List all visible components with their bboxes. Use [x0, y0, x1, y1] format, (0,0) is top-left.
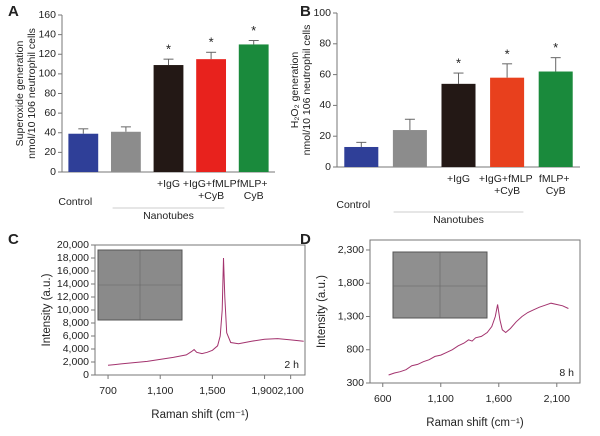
significance-mark: * — [251, 23, 256, 38]
annotation: 2 h — [284, 359, 299, 371]
x-tick-label: 2,100 — [278, 385, 304, 397]
x-tick-label: 1,100 — [147, 385, 173, 397]
y-tick-label: 20 — [44, 146, 56, 158]
y-tick-label: 140 — [38, 28, 56, 40]
y-tick-label: 100 — [38, 68, 56, 80]
y-tick-label: 18,000 — [57, 252, 89, 264]
y-tick-label: 0 — [83, 369, 89, 381]
x-tick-label: 1,900 — [251, 385, 277, 397]
bar — [68, 133, 99, 172]
x-tick-label: 1,100 — [428, 393, 454, 405]
x-axis-label: Raman shift (cm⁻¹) — [426, 417, 524, 429]
plot-frame — [94, 244, 306, 376]
bar — [490, 77, 525, 167]
x-tick-label: 1,600 — [486, 393, 512, 405]
significance-mark: * — [209, 35, 214, 50]
x-tick-label: +IgG+fMLP +CyB — [183, 178, 239, 202]
bar — [441, 83, 476, 167]
x-axis-label: Raman shift (cm⁻¹) — [151, 409, 249, 421]
group-label: Control — [58, 196, 92, 208]
x-tick-label: 1,500 — [199, 385, 225, 397]
x-tick-label: +IgG — [447, 173, 470, 185]
y-tick-label: 0 — [50, 166, 56, 178]
bar — [196, 59, 227, 172]
y-tick-label: 8,000 — [63, 317, 89, 329]
x-tick-label: +IgG+fMLP +CyB — [479, 173, 535, 197]
y-tick-label: 4,000 — [63, 343, 89, 355]
y-tick-label: 20,000 — [57, 239, 89, 251]
y-tick-label: 800 — [346, 344, 364, 356]
y-tick-label: 1,300 — [338, 310, 364, 322]
bar — [538, 71, 573, 167]
y-tick-label: 40 — [319, 99, 331, 111]
group-label: Control — [336, 199, 370, 211]
spectrum-line — [388, 302, 569, 376]
group-label: Nanotubes — [433, 214, 484, 226]
bar — [238, 44, 269, 172]
x-tick-label: 600 — [374, 393, 392, 405]
spectrum-line — [107, 257, 304, 366]
annotation: 8 h — [559, 367, 574, 379]
y-tick-label: 300 — [346, 377, 364, 389]
significance-mark: * — [456, 55, 461, 70]
bar — [153, 65, 184, 172]
y-tick-label: 100 — [313, 7, 331, 19]
y-axis-label: nmol/10 106 neutrophil cells — [26, 28, 38, 159]
x-tick-label: +IgG — [157, 178, 180, 190]
y-axis-label: nmol/10 106 neutrophil cells — [301, 25, 313, 156]
x-tick-label: fMLP+ CyB — [237, 178, 271, 202]
panel-label: D — [300, 231, 311, 248]
y-tick-label: 2,000 — [63, 356, 89, 368]
y-tick-label: 1,800 — [338, 277, 364, 289]
x-tick-label: 2,100 — [544, 393, 570, 405]
y-tick-label: 6,000 — [63, 330, 89, 342]
y-tick-label: 120 — [38, 48, 56, 60]
bar — [110, 131, 141, 172]
y-tick-label: 80 — [319, 38, 331, 50]
y-tick-label: 14,000 — [57, 278, 89, 290]
y-tick-label: 10,000 — [57, 304, 89, 316]
bar — [344, 146, 379, 167]
group-label: Nanotubes — [143, 210, 194, 222]
y-tick-label: 0 — [325, 161, 331, 173]
plot-frame — [369, 239, 581, 384]
y-tick-label: 60 — [44, 107, 56, 119]
y-tick-label: 2,300 — [338, 244, 364, 256]
x-tick-label: 700 — [99, 385, 117, 397]
panel-label: A — [8, 3, 19, 20]
bar — [392, 130, 427, 167]
y-axis-label: Superoxide generation — [14, 41, 26, 147]
y-tick-label: 60 — [319, 68, 331, 80]
y-tick-label: 20 — [319, 130, 331, 142]
y-axis-label: H₂O₂ generation — [289, 52, 301, 129]
y-tick-label: 12,000 — [57, 291, 89, 303]
y-tick-label: 80 — [44, 87, 56, 99]
y-axis-label: Intensity (a.u.) — [316, 275, 328, 348]
significance-mark: * — [166, 42, 171, 57]
significance-mark: * — [553, 40, 558, 55]
panel-label: C — [8, 231, 19, 248]
y-tick-label: 40 — [44, 127, 56, 139]
panel-label: B — [300, 3, 311, 20]
x-tick-label: fMLP+ CyB — [539, 173, 573, 197]
y-tick-label: 16,000 — [57, 265, 89, 277]
y-tick-label: 160 — [38, 9, 56, 21]
significance-mark: * — [505, 46, 510, 61]
y-axis-label: Intensity (a.u.) — [41, 273, 53, 346]
